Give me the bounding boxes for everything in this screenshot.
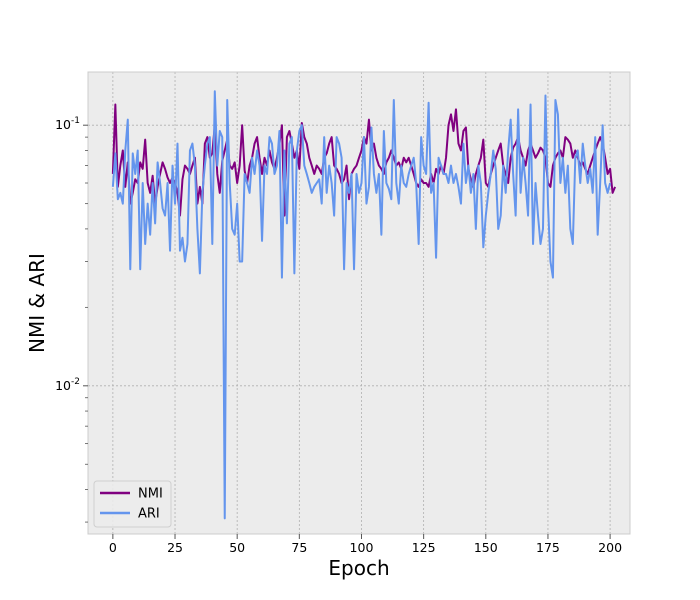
x-tick-label: 200	[598, 540, 622, 555]
plot-area	[88, 72, 630, 534]
y-tick-label: 10-1	[55, 116, 80, 132]
x-tick-label: 75	[291, 540, 307, 555]
legend: NMI ARI	[93, 480, 172, 528]
series-layer	[111, 90, 617, 520]
legend-label-nmi: NMI	[138, 487, 163, 502]
y-axis-label: NMI & ARI	[25, 253, 49, 353]
series-line-ari	[111, 90, 612, 520]
x-tick-label: 100	[350, 540, 374, 555]
x-tick-label: 125	[412, 540, 436, 555]
axes	[87, 71, 631, 535]
x-tick-label: 0	[109, 540, 117, 555]
x-tick-label: 175	[536, 540, 560, 555]
x-tick-label: 25	[167, 540, 183, 555]
legend-label-ari: ARI	[138, 507, 160, 522]
grid	[88, 72, 630, 534]
ticks: 0 25 50 75 100 125 150 175 200 10-2 10-1	[55, 116, 622, 555]
x-axis-label: Epoch	[328, 556, 389, 580]
plot-frame	[87, 71, 631, 535]
y-tick-label: 10-2	[55, 377, 80, 393]
x-tick-label: 50	[229, 540, 245, 555]
x-tick-label: 150	[474, 540, 498, 555]
